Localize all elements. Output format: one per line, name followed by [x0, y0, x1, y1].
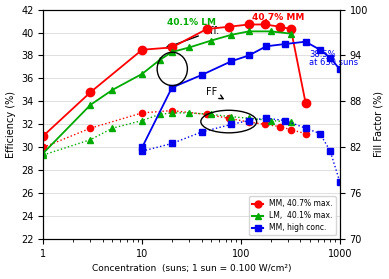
Y-axis label: Efficiency (%): Efficiency (%) [5, 91, 16, 158]
Legend: MM, 40.7% max., LM,  40.1% max., MM, high conc.: MM, 40.7% max., LM, 40.1% max., MM, high… [249, 196, 336, 235]
Text: FF: FF [206, 87, 223, 99]
X-axis label: Concentration  (suns; 1 sun = 0.100 W/cm²): Concentration (suns; 1 sun = 0.100 W/cm²… [92, 264, 291, 273]
Text: Eff.: Eff. [166, 26, 219, 48]
Text: 38.5%: 38.5% [309, 50, 336, 59]
Y-axis label: Fill Factor (%): Fill Factor (%) [373, 91, 384, 157]
Text: 40.1% LM: 40.1% LM [167, 18, 216, 27]
Text: at 630 suns: at 630 suns [309, 58, 358, 67]
Text: 40.7% MM: 40.7% MM [252, 13, 305, 23]
